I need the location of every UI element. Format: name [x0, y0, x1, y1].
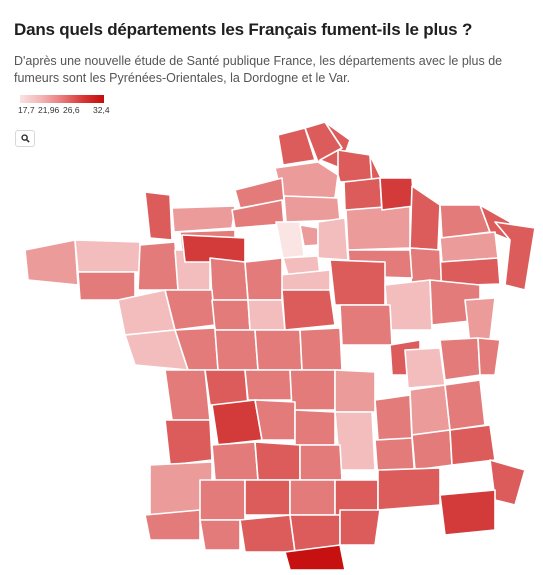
- dept-pas-de-calais-north[interactable]: [277, 127, 316, 166]
- legend-tick-2: 21,96: [38, 105, 60, 115]
- dept-pyrenees-atlantiques[interactable]: [144, 509, 201, 541]
- dept-cotes-darmor[interactable]: [74, 239, 141, 273]
- dept-drome[interactable]: [409, 384, 451, 436]
- dept-savoie[interactable]: [439, 337, 481, 381]
- dept-saone-et-loire[interactable]: [339, 304, 393, 346]
- dept-tarn-et-garonne[interactable]: [244, 479, 291, 516]
- dept-marne[interactable]: [345, 204, 411, 251]
- dept-alpes-hte-provence[interactable]: [449, 424, 496, 466]
- dept-seine-et-marne[interactable]: [317, 217, 349, 261]
- dept-herault[interactable]: [339, 509, 381, 546]
- dept-indre-et-loire[interactable]: [211, 299, 251, 331]
- dept-dordogne[interactable]: [211, 399, 263, 446]
- dept-charente[interactable]: [204, 369, 249, 406]
- dept-lot-et-garonne[interactable]: [211, 441, 259, 481]
- dept-haute-garonne[interactable]: [239, 514, 296, 553]
- dept-nievre[interactable]: [281, 289, 336, 331]
- dept-hautes-alpes[interactable]: [444, 379, 486, 431]
- france-departments-map: [24, 121, 536, 571]
- dept-bouches-du-rhone[interactable]: [377, 467, 441, 511]
- dept-cote-dor[interactable]: [329, 259, 386, 306]
- dept-allier[interactable]: [299, 327, 343, 371]
- dept-eure-et-loir[interactable]: [209, 257, 249, 301]
- dept-meuse[interactable]: [379, 177, 415, 211]
- dept-gers[interactable]: [199, 479, 246, 521]
- chart-title: Dans quels départements les Français fum…: [14, 20, 473, 39]
- dept-loir-et-cher[interactable]: [244, 257, 283, 301]
- dept-moselle[interactable]: [409, 185, 441, 251]
- legend-tick-min: 17,7: [18, 105, 35, 115]
- dept-pyrenees-orientales[interactable]: [284, 544, 346, 571]
- dept-somme[interactable]: [274, 161, 339, 199]
- legend-gradient: [20, 95, 104, 103]
- map-search-button[interactable]: [15, 130, 35, 147]
- dept-morbihan[interactable]: [77, 271, 136, 301]
- dept-ille-et-vilaine[interactable]: [137, 241, 179, 291]
- dept-cantal[interactable]: [294, 409, 336, 446]
- dept-oise[interactable]: [283, 195, 341, 223]
- dept-aube[interactable]: [439, 231, 499, 263]
- search-icon: [20, 134, 30, 143]
- dept-hautes-pyrenees[interactable]: [199, 519, 241, 551]
- dept-puy-de-dome[interactable]: [334, 369, 376, 413]
- legend-tick-max: 32,4: [93, 105, 110, 115]
- dept-tarn[interactable]: [289, 479, 336, 516]
- dept-isere[interactable]: [374, 394, 413, 441]
- dept-gironde[interactable]: [164, 419, 213, 466]
- dept-loire[interactable]: [404, 347, 446, 389]
- dept-haute-saone[interactable]: [384, 279, 433, 331]
- dept-manche[interactable]: [144, 191, 173, 241]
- color-legend: 17,7 21,96 26,6 32,4: [16, 95, 110, 117]
- dept-aveyron[interactable]: [299, 444, 343, 481]
- chart-subtitle: D'après une nouvelle étude de Santé publ…: [14, 54, 503, 85]
- dept-finistere[interactable]: [24, 239, 79, 286]
- dept-aisne[interactable]: [337, 149, 373, 183]
- dept-correze[interactable]: [254, 399, 296, 441]
- dept-haute-savoie[interactable]: [477, 337, 501, 376]
- dept-vienne[interactable]: [214, 329, 259, 371]
- dept-indre[interactable]: [254, 329, 303, 371]
- dept-paris-area[interactable]: [299, 224, 319, 247]
- dept-alsace-east[interactable]: [494, 221, 536, 291]
- dept-cher[interactable]: [247, 299, 286, 331]
- legend-tick-3: 26,6: [63, 105, 80, 115]
- dept-vaucluse[interactable]: [411, 429, 453, 471]
- dept-var[interactable]: [439, 489, 496, 536]
- dept-charente-maritime[interactable]: [164, 369, 211, 421]
- dept-calvados[interactable]: [171, 205, 236, 233]
- dept-haute-vienne[interactable]: [244, 369, 293, 401]
- dept-lot[interactable]: [254, 441, 301, 481]
- dept-alpes-maritimes[interactable]: [489, 459, 526, 506]
- dept-creuse[interactable]: [289, 369, 336, 411]
